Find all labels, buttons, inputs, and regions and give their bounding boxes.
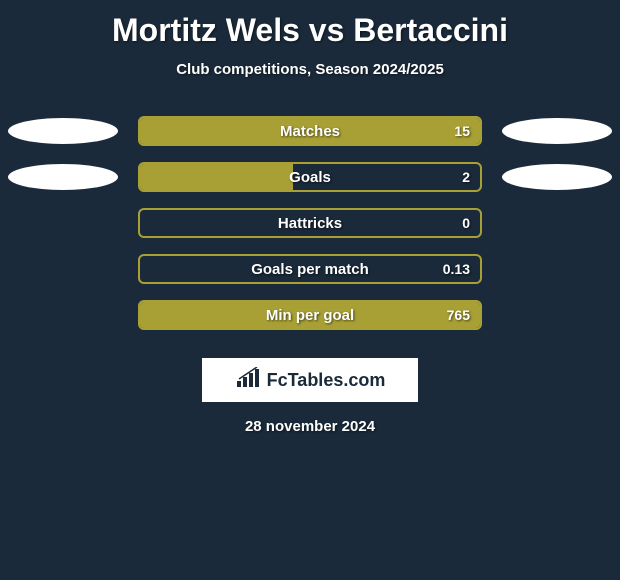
stat-value: 0.13 bbox=[443, 261, 470, 277]
stat-row: Min per goal 765 bbox=[0, 292, 620, 338]
stat-value: 15 bbox=[454, 123, 470, 139]
stat-label: Min per goal bbox=[266, 307, 354, 324]
stat-value: 0 bbox=[462, 215, 470, 231]
stat-label: Goals per match bbox=[251, 261, 369, 278]
stat-label: Goals bbox=[289, 169, 331, 186]
stat-row: Matches 15 bbox=[0, 108, 620, 154]
date-text: 28 november 2024 bbox=[0, 418, 620, 435]
logo-chart-icon bbox=[235, 367, 261, 394]
stat-label: Matches bbox=[280, 123, 340, 140]
stat-bar: Min per goal 765 bbox=[138, 300, 482, 330]
stat-value: 2 bbox=[462, 169, 470, 185]
stat-value: 765 bbox=[447, 307, 470, 323]
stat-row: Hattricks 0 bbox=[0, 200, 620, 246]
stat-bar-fill bbox=[140, 164, 293, 190]
stat-row: Goals per match 0.13 bbox=[0, 246, 620, 292]
ellipse-left bbox=[8, 118, 118, 144]
stats-chart: Matches 15 Goals 2 Hattricks 0 Goals per match… bbox=[0, 108, 620, 338]
stat-bar: Goals 2 bbox=[138, 162, 482, 192]
page-subtitle: Club competitions, Season 2024/2025 bbox=[0, 61, 620, 78]
stat-row: Goals 2 bbox=[0, 154, 620, 200]
ellipse-right bbox=[502, 118, 612, 144]
logo-text: FcTables.com bbox=[267, 370, 386, 391]
logo-box: FcTables.com bbox=[202, 358, 418, 402]
ellipse-left bbox=[8, 164, 118, 190]
stat-bar: Matches 15 bbox=[138, 116, 482, 146]
stat-label: Hattricks bbox=[278, 215, 342, 232]
page-title: Mortitz Wels vs Bertaccini bbox=[0, 0, 620, 49]
stat-bar: Hattricks 0 bbox=[138, 208, 482, 238]
stat-bar: Goals per match 0.13 bbox=[138, 254, 482, 284]
ellipse-right bbox=[502, 164, 612, 190]
